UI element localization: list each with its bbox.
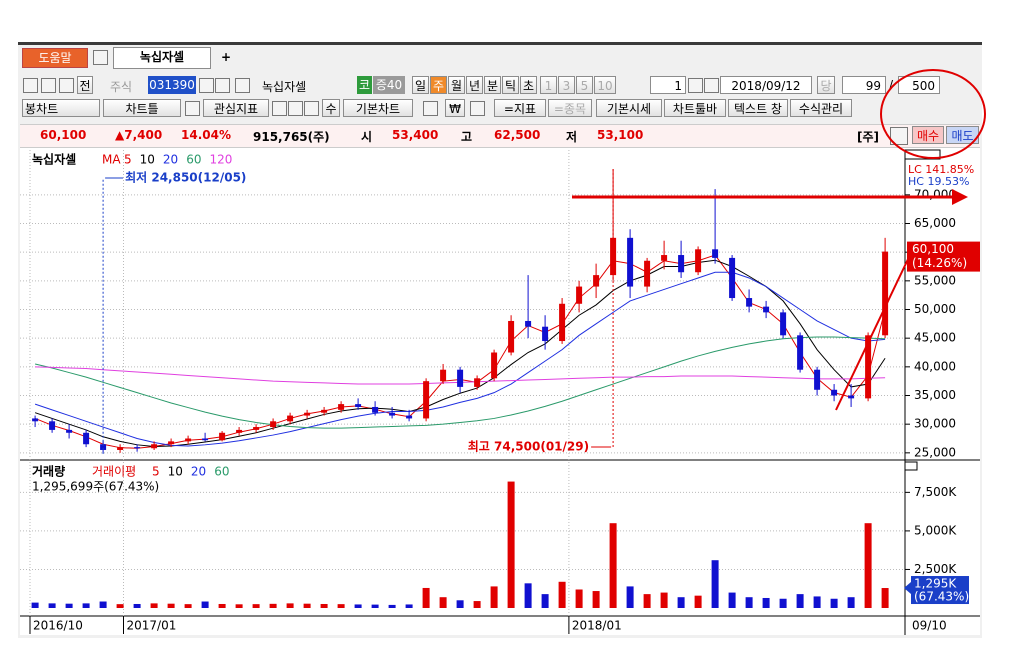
period[interactable]: 년 [466, 76, 483, 94]
icon[interactable] [23, 78, 38, 93]
interval[interactable]: 5 [576, 76, 593, 94]
dropdown[interactable] [199, 78, 214, 93]
active-tab[interactable]: 녹십자셀 [113, 47, 211, 69]
icon[interactable] [423, 101, 438, 116]
total-count[interactable]: 500 [898, 76, 940, 94]
tool-button[interactable]: 텍스트 창 [728, 99, 788, 117]
tool-button[interactable]: =종목 [548, 99, 592, 117]
settings[interactable] [890, 127, 908, 145]
interval[interactable]: 1 [540, 76, 557, 94]
icon[interactable] [185, 101, 200, 116]
help-button[interactable]: 도움말 [22, 48, 88, 68]
period[interactable]: 초 [520, 76, 537, 94]
margin-badge: 증40 [373, 76, 405, 94]
dropdown[interactable] [704, 78, 719, 93]
code-box[interactable]: 031390 [148, 76, 196, 94]
tool-button[interactable]: 차트툴바 [664, 99, 726, 117]
icon[interactable] [272, 101, 287, 116]
all-button[interactable]: 전 [77, 76, 93, 94]
sell-button[interactable]: 매도 [946, 126, 979, 144]
spinner[interactable] [688, 78, 703, 93]
swap[interactable] [235, 78, 250, 93]
high-label: 고 [461, 130, 473, 144]
icon[interactable] [304, 101, 319, 116]
count-box[interactable]: 1 [650, 76, 686, 94]
icon[interactable] [41, 78, 56, 93]
icon[interactable] [470, 101, 485, 116]
low: 53,100 [597, 128, 644, 142]
interval[interactable]: 10 [594, 76, 616, 94]
rate: 14.04% [181, 128, 231, 142]
tool-button[interactable]: ₩ [445, 99, 465, 117]
low-label: 저 [566, 130, 578, 144]
tool-button[interactable]: 기본차트 [343, 99, 413, 117]
stock-name: 녹십자셀 [262, 80, 307, 94]
buy-button[interactable]: 매수 [912, 126, 944, 144]
icon[interactable] [288, 101, 303, 116]
current-button[interactable]: 당 [817, 76, 835, 94]
display-count[interactable]: 99 [842, 76, 886, 94]
slash: / [889, 78, 894, 92]
period[interactable]: 월 [448, 76, 465, 94]
tool-button[interactable]: 수 [322, 99, 340, 117]
quote-row [20, 124, 980, 148]
stock-label: 주식 [110, 80, 133, 94]
tool-button[interactable]: =지표 [494, 99, 546, 117]
period[interactable]: 주 [430, 76, 447, 94]
tool-button[interactable]: 수식관리 [790, 99, 852, 117]
high: 62,500 [494, 128, 541, 142]
unit: [주] [857, 130, 880, 144]
add-tab[interactable]: + [221, 50, 232, 64]
market-badge: 코 [357, 76, 372, 94]
tool-button[interactable]: 기본시세 [596, 99, 662, 117]
interval[interactable]: 3 [558, 76, 575, 94]
period[interactable]: 일 [412, 76, 429, 94]
period[interactable]: 분 [484, 76, 501, 94]
period[interactable]: 틱 [502, 76, 519, 94]
tool-button[interactable]: 차트틀 [103, 99, 181, 117]
open-label: 시 [361, 130, 373, 144]
tool-button[interactable]: 봉차트 [22, 99, 100, 117]
icon[interactable] [93, 50, 108, 65]
tool-button[interactable]: 관심지표 [203, 99, 269, 117]
open: 53,400 [392, 128, 439, 142]
price: 60,100 [40, 128, 87, 142]
change: ▲7,400 [115, 128, 163, 142]
volume: 915,765(주) [253, 130, 330, 144]
search[interactable] [215, 78, 230, 93]
date-box[interactable]: 2018/09/12 [720, 76, 812, 94]
icon[interactable] [59, 78, 74, 93]
